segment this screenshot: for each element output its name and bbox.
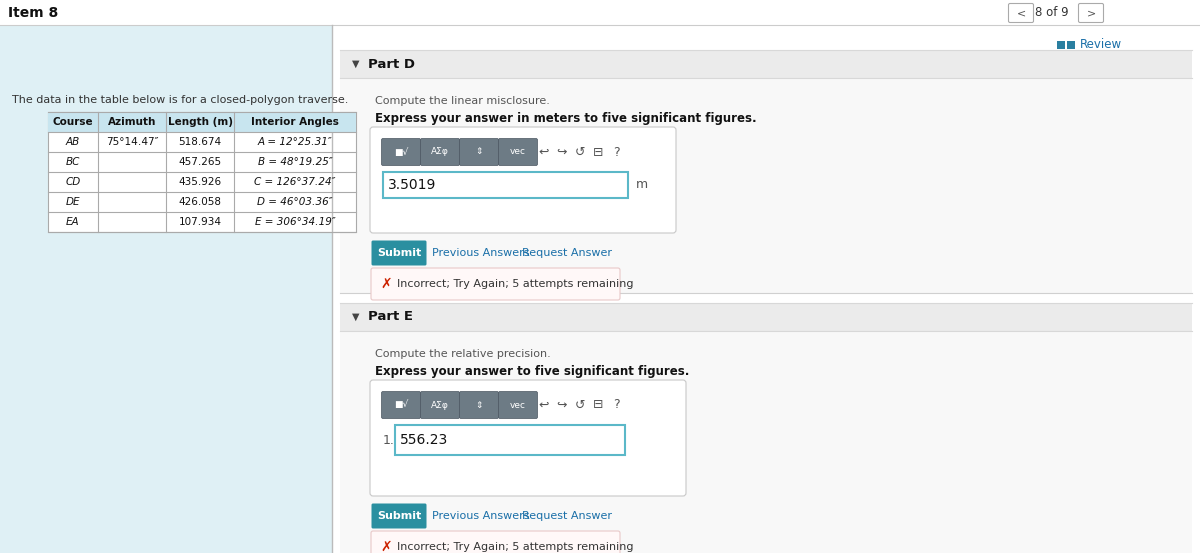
- FancyBboxPatch shape: [371, 268, 620, 300]
- Text: ✗: ✗: [380, 540, 392, 553]
- Text: AB: AB: [66, 137, 80, 147]
- FancyBboxPatch shape: [420, 138, 460, 165]
- FancyBboxPatch shape: [382, 392, 420, 419]
- Bar: [48, 112, 356, 132]
- Text: m: m: [636, 179, 648, 191]
- Text: A = 12°25․31″: A = 12°25․31″: [258, 137, 332, 147]
- Text: BC: BC: [66, 157, 80, 167]
- Text: ▼: ▼: [353, 312, 360, 322]
- Bar: [1067, 41, 1075, 49]
- Text: Express your answer in meters to five significant figures.: Express your answer in meters to five si…: [374, 112, 757, 125]
- Text: DE: DE: [66, 197, 80, 207]
- FancyBboxPatch shape: [460, 392, 498, 419]
- Bar: [340, 50, 1192, 78]
- Text: Compute the linear misclosure.: Compute the linear misclosure.: [374, 96, 550, 106]
- Text: Length (m): Length (m): [168, 117, 233, 127]
- Text: ⇕: ⇕: [475, 400, 482, 410]
- FancyBboxPatch shape: [370, 380, 686, 496]
- FancyBboxPatch shape: [372, 241, 426, 265]
- Text: ?: ?: [613, 145, 619, 159]
- Text: ⇕: ⇕: [475, 148, 482, 156]
- Text: ΑΣφ: ΑΣφ: [431, 148, 449, 156]
- Bar: [383, 172, 628, 198]
- Text: 435.926: 435.926: [179, 177, 222, 187]
- FancyBboxPatch shape: [371, 531, 620, 553]
- Text: 1.: 1.: [383, 434, 395, 446]
- Text: 426.058: 426.058: [179, 197, 222, 207]
- Text: Compute the relative precision.: Compute the relative precision.: [374, 349, 551, 359]
- Text: ?: ?: [613, 399, 619, 411]
- Text: Review: Review: [1080, 39, 1122, 51]
- Text: ↪: ↪: [557, 399, 568, 411]
- FancyBboxPatch shape: [460, 138, 498, 165]
- Text: <: <: [1016, 8, 1026, 18]
- Text: 518.674: 518.674: [179, 137, 222, 147]
- Text: Request Answer: Request Answer: [522, 248, 612, 258]
- Text: 457.265: 457.265: [179, 157, 222, 167]
- Text: vec: vec: [510, 400, 526, 410]
- Bar: [395, 425, 625, 455]
- Text: Incorrect; Try Again; 5 attempts remaining: Incorrect; Try Again; 5 attempts remaini…: [397, 279, 634, 289]
- Text: Previous Answers: Previous Answers: [432, 511, 529, 521]
- Text: Interior Angles: Interior Angles: [251, 117, 338, 127]
- Text: ✗: ✗: [380, 277, 392, 291]
- FancyBboxPatch shape: [1008, 3, 1033, 23]
- Text: Submit: Submit: [377, 511, 421, 521]
- Text: ▼: ▼: [353, 59, 360, 69]
- Text: vec: vec: [510, 148, 526, 156]
- Bar: [340, 331, 1192, 553]
- FancyBboxPatch shape: [372, 503, 426, 529]
- Bar: [340, 78, 1192, 293]
- Bar: [340, 303, 1192, 331]
- Text: E = 306°34․19″: E = 306°34․19″: [254, 217, 335, 227]
- Text: Request Answer: Request Answer: [522, 511, 612, 521]
- Text: Incorrect; Try Again; 5 attempts remaining: Incorrect; Try Again; 5 attempts remaini…: [397, 542, 634, 552]
- Text: C = 126°37․24″: C = 126°37․24″: [254, 177, 336, 187]
- Text: EA: EA: [66, 217, 80, 227]
- Bar: [0, 0, 1200, 25]
- Text: The data in the table below is for a closed-polygon traverse.: The data in the table below is for a clo…: [12, 95, 348, 105]
- Text: Previous Answers: Previous Answers: [432, 248, 529, 258]
- Text: Part D: Part D: [368, 58, 415, 70]
- Bar: [1057, 41, 1066, 49]
- Text: 107.934: 107.934: [179, 217, 222, 227]
- Text: Submit: Submit: [377, 248, 421, 258]
- Text: ΑΣφ: ΑΣφ: [431, 400, 449, 410]
- Bar: [332, 25, 1200, 553]
- Text: CD: CD: [65, 177, 80, 187]
- FancyBboxPatch shape: [498, 138, 538, 165]
- Text: 8 of 9: 8 of 9: [1036, 7, 1069, 19]
- Bar: [48, 112, 356, 232]
- Text: ↺: ↺: [575, 145, 586, 159]
- FancyBboxPatch shape: [1079, 3, 1104, 23]
- Text: ■√: ■√: [394, 400, 408, 410]
- Text: Course: Course: [53, 117, 94, 127]
- Text: Azimuth: Azimuth: [108, 117, 156, 127]
- Text: ↩: ↩: [539, 145, 550, 159]
- Text: 556.23: 556.23: [400, 433, 449, 447]
- Text: >: >: [1086, 8, 1096, 18]
- Text: D = 46°03․36″: D = 46°03․36″: [257, 197, 332, 207]
- Text: ⊟: ⊟: [593, 145, 604, 159]
- FancyBboxPatch shape: [498, 392, 538, 419]
- FancyBboxPatch shape: [382, 138, 420, 165]
- Text: Part E: Part E: [368, 310, 413, 324]
- Text: ■√: ■√: [394, 148, 408, 156]
- FancyBboxPatch shape: [420, 392, 460, 419]
- Text: 75°14․47″: 75°14․47″: [106, 137, 158, 147]
- FancyBboxPatch shape: [370, 127, 676, 233]
- Text: 3.5019: 3.5019: [388, 178, 437, 192]
- Text: ⊟: ⊟: [593, 399, 604, 411]
- Text: Express your answer to five significant figures.: Express your answer to five significant …: [374, 365, 689, 378]
- Text: ↺: ↺: [575, 399, 586, 411]
- Text: ↩: ↩: [539, 399, 550, 411]
- Text: B = 48°19․25″: B = 48°19․25″: [258, 157, 332, 167]
- Text: Item 8: Item 8: [8, 6, 59, 20]
- Text: ↪: ↪: [557, 145, 568, 159]
- Bar: [0, 25, 332, 553]
